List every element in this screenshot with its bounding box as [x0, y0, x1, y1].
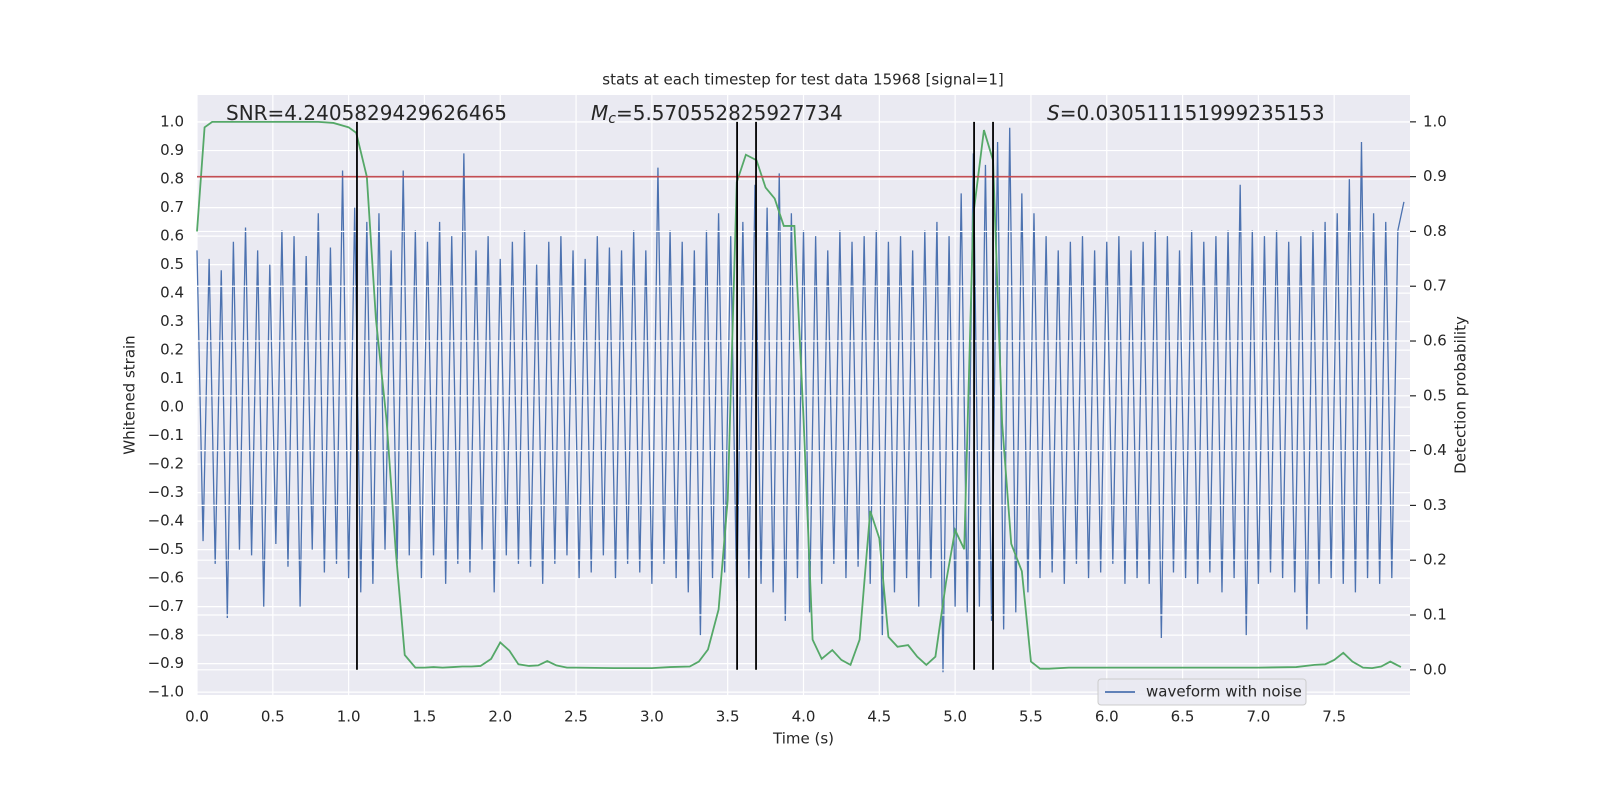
y-tick-label: 0.0 — [160, 398, 184, 416]
legend-label: waveform with noise — [1146, 683, 1302, 701]
y2-axis-label: Detection probability — [1452, 316, 1470, 474]
y2-tick-label: 1.0 — [1423, 112, 1447, 130]
y-tick-label: 0.8 — [160, 170, 184, 188]
x-tick-label: 0.0 — [185, 708, 209, 726]
annotation: SNR=4.2405829429626465 — [226, 101, 507, 125]
y2-tick-label: 0.5 — [1423, 386, 1447, 404]
y-tick-label: 0.2 — [160, 341, 184, 359]
x-tick-label: 5.5 — [1019, 708, 1043, 726]
y-tick-label: −0.6 — [148, 569, 184, 587]
x-axis-label: Time (s) — [772, 730, 834, 748]
y-axis-label: Whitened strain — [121, 335, 139, 454]
y-tick-label: 0.6 — [160, 227, 184, 245]
y-tick-label: 0.4 — [160, 284, 184, 302]
y-tick-label: 0.3 — [160, 312, 184, 330]
x-tick-label: 7.0 — [1246, 708, 1270, 726]
y2-tick-label: 0.1 — [1423, 606, 1447, 624]
y2-tick-label: 0.8 — [1423, 222, 1447, 240]
y-tick-label: 1.0 — [160, 113, 184, 131]
annotation-symbol: M — [591, 101, 608, 125]
annotation-symbol: S — [1047, 101, 1060, 125]
y2-tick-label: 0.3 — [1423, 496, 1447, 514]
y-tick-label: −0.3 — [148, 483, 184, 501]
x-tick-label: 2.5 — [564, 708, 588, 726]
y-tick-label: 0.1 — [160, 369, 184, 387]
x-tick-label: 4.5 — [867, 708, 891, 726]
x-tick-label: 3.0 — [640, 708, 664, 726]
x-tick-label: 1.5 — [413, 708, 437, 726]
y2-tick-label: 0.9 — [1423, 167, 1447, 185]
y-tick-label: 0.9 — [160, 141, 184, 159]
annotation: Mc=5.570552825927734 — [591, 101, 843, 128]
y-tick-label: −0.9 — [148, 654, 184, 672]
x-tick-label: 3.5 — [716, 708, 740, 726]
annotation-text: =5.570552825927734 — [616, 101, 843, 125]
series-line — [196, 120, 1402, 670]
y-tick-label: −0.2 — [148, 455, 184, 473]
annotation-subscript: c — [608, 111, 616, 127]
y-tick-label: −0.8 — [148, 626, 184, 644]
x-tick-label: 6.5 — [1171, 708, 1195, 726]
y2-tick-label: 0.2 — [1423, 551, 1447, 569]
chart-title: stats at each timestep for test data 159… — [602, 71, 1003, 89]
y-tick-label: −0.4 — [148, 512, 184, 530]
annotation: S=0.030511151999235153 — [1047, 101, 1325, 125]
x-tick-label: 6.0 — [1095, 708, 1119, 726]
y-tick-label: −0.5 — [148, 540, 184, 558]
y2-tick-label: 0.0 — [1423, 660, 1447, 678]
x-tick-label: 2.0 — [488, 708, 512, 726]
y2-tick-label: 0.7 — [1423, 277, 1447, 295]
legend-box — [1097, 678, 1307, 706]
y-tick-label: −1.0 — [148, 683, 184, 701]
x-tick-label: 7.5 — [1322, 708, 1346, 726]
y-tick-label: 0.7 — [160, 198, 184, 216]
series-line — [196, 127, 1405, 673]
x-tick-label: 4.0 — [792, 708, 816, 726]
annotation-text: SNR=4.2405829429626465 — [226, 101, 507, 125]
y-tick-label: 0.5 — [160, 255, 184, 273]
x-tick-label: 5.0 — [943, 708, 967, 726]
x-tick-label: 0.5 — [261, 708, 285, 726]
y-tick-label: −0.1 — [148, 426, 184, 444]
y2-tick-label: 0.6 — [1423, 332, 1447, 350]
x-tick-label: 1.0 — [337, 708, 361, 726]
y2-tick-label: 0.4 — [1423, 441, 1447, 459]
annotation-text: =0.030511151999235153 — [1060, 101, 1325, 125]
y-tick-label: −0.7 — [148, 597, 184, 615]
